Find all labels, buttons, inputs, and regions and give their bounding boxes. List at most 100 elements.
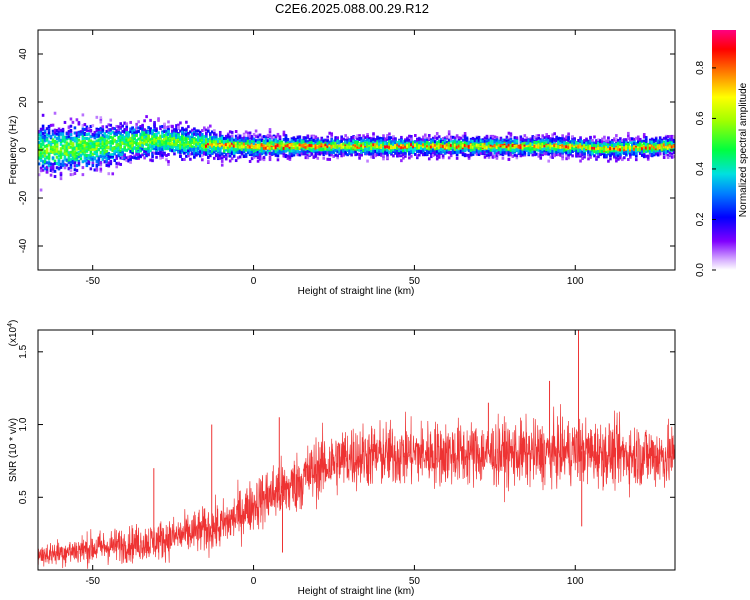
heatmap-cell (513, 138, 517, 142)
heatmap-cell (467, 149, 471, 153)
heatmap-cell (328, 146, 332, 150)
heatmap-cell (77, 135, 81, 139)
heatmap-cell (145, 133, 148, 137)
heatmap-cell (495, 138, 499, 142)
heatmap-cell (449, 139, 453, 143)
heatmap-cell (109, 135, 113, 139)
heatmap-cell (61, 129, 65, 133)
heatmap-cell (479, 142, 483, 146)
heatmap-cell (328, 144, 332, 148)
heatmap-cell (463, 154, 467, 158)
heatmap-cell (147, 130, 150, 134)
heatmap-cell (177, 150, 180, 154)
heatmap-cell (93, 133, 97, 137)
heatmap-cell (59, 153, 63, 157)
heatmap-cell (433, 152, 437, 156)
heatmap-cell (101, 151, 105, 155)
heatmap-cell (167, 130, 170, 134)
heatmap-cell (77, 145, 81, 149)
heatmap-cell (230, 147, 234, 151)
heatmap-cell (87, 147, 91, 151)
heatmap-cell (71, 157, 75, 161)
heatmap-cell (362, 139, 365, 143)
heatmap-cell (286, 147, 290, 151)
heatmap-cell (262, 135, 266, 139)
heatmap-cell (63, 120, 67, 124)
heatmap-cell (214, 135, 218, 139)
heatmap-cell (37, 130, 41, 134)
heatmap-cell (99, 146, 103, 150)
heatmap-cell (322, 153, 326, 157)
heatmap-cell (139, 135, 142, 139)
heatmap-cell (258, 138, 262, 142)
heatmap-cell (135, 146, 138, 150)
heatmap-cell (41, 168, 45, 172)
heatmap-cell (481, 138, 485, 142)
heatmap-cell (65, 158, 69, 162)
heatmap-cell (447, 130, 451, 134)
heatmap-cell (51, 139, 55, 143)
heatmap-cell (67, 131, 71, 135)
heatmap-cell (308, 137, 312, 141)
heatmap-cell (125, 137, 128, 141)
heatmap-cell (39, 142, 43, 146)
heatmap-cell (121, 150, 125, 154)
heatmap-cell (111, 172, 115, 176)
heatmap-cell (288, 143, 292, 147)
heatmap-cell (109, 132, 113, 136)
heatmap-cell (465, 142, 469, 146)
heatmap-cell (318, 142, 322, 146)
heatmap-cell (224, 157, 228, 161)
heatmap-cell (65, 143, 69, 147)
heatmap-cell (181, 134, 184, 138)
heatmap-cell (495, 147, 499, 151)
heatmap-cell (45, 149, 49, 153)
heatmap-cell (515, 156, 519, 160)
heatmap-cell (131, 151, 134, 155)
heatmap-cell (191, 132, 194, 136)
heatmap-cell (113, 159, 117, 163)
heatmap-cell (53, 128, 57, 132)
heatmap-cell (115, 133, 119, 137)
heatmap-cell (457, 144, 461, 148)
heatmap-cell (59, 155, 63, 159)
heatmap-cell (346, 136, 349, 140)
heatmap-cell (203, 140, 206, 144)
heatmap-cell (246, 143, 250, 147)
heatmap-cell (360, 136, 363, 140)
heatmap-cell (51, 138, 55, 142)
heatmap-cell (344, 150, 347, 154)
heatmap-cell (272, 146, 276, 150)
heatmap-cell (173, 152, 176, 156)
heatmap-cell (230, 151, 234, 155)
heatmap-cell (294, 140, 298, 144)
heatmap-cell (322, 156, 326, 160)
heatmap-cell (228, 140, 232, 144)
heatmap-cell (153, 133, 156, 137)
heatmap-cell (193, 127, 196, 131)
heatmap-cell (507, 146, 511, 150)
heatmap-cell (167, 160, 170, 164)
heatmap-cell (318, 152, 322, 156)
heatmap-cell (69, 153, 73, 157)
heatmap-cell (242, 142, 246, 146)
heatmap-cell (81, 113, 85, 117)
heatmap-cell (214, 149, 218, 153)
heatmap-cell (177, 123, 180, 127)
heatmap-cell (111, 126, 115, 130)
heatmap-cell (433, 140, 437, 144)
heatmap-cell (252, 146, 256, 150)
heatmap-cell (173, 143, 176, 147)
heatmap-cell (129, 142, 132, 146)
heatmap-cell (155, 139, 158, 143)
heatmap-cell (147, 146, 150, 150)
heatmap-cell (268, 149, 272, 153)
heatmap-cell (489, 134, 493, 138)
heatmap-cell (39, 139, 43, 143)
heatmap-cell (99, 169, 103, 173)
heatmap-cell (408, 148, 411, 152)
heatmap-cell (268, 130, 272, 134)
heatmap-cell (312, 155, 316, 159)
heatmap-cell (191, 128, 194, 132)
heatmap-cell (342, 148, 345, 152)
